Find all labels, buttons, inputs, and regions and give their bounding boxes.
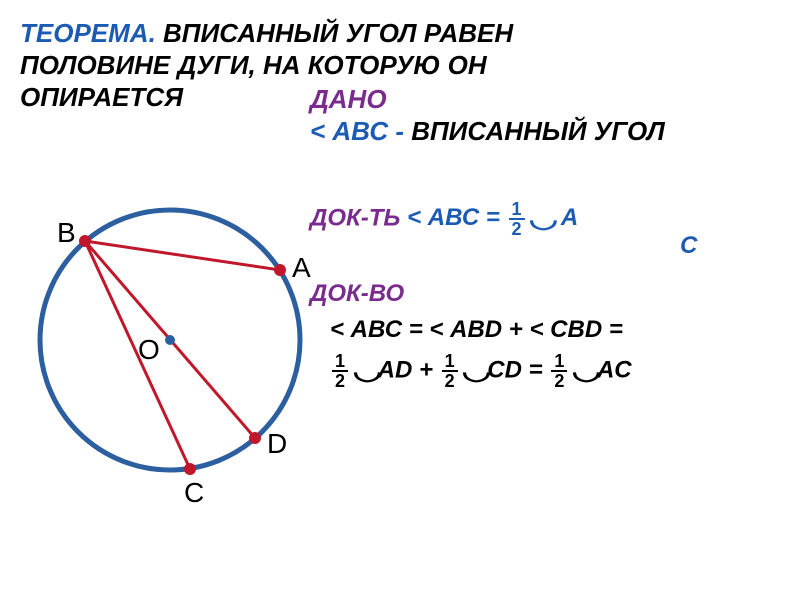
arc-icon: ◡ bbox=[529, 205, 558, 234]
theorem-title-line1: ТЕОРЕМА. ВПИСАННЫЙ УГОЛ РАВЕН bbox=[20, 18, 513, 49]
given-angle-suffix: ВПИСАННЫЙ УГОЛ bbox=[404, 116, 665, 146]
given-angle: < АВС - bbox=[310, 116, 404, 146]
point-label-A: A bbox=[292, 252, 311, 284]
theorem-word: ТЕОРЕМА. bbox=[20, 18, 156, 48]
proof-ad: AD + bbox=[378, 356, 440, 383]
arc-icon: ◡ bbox=[572, 357, 601, 386]
fraction-half-4: 1 2 bbox=[551, 352, 567, 390]
prove-line: ДОК-ТЬ < АВС = 1 2 ◡ А bbox=[310, 200, 578, 238]
point-label-B: B bbox=[57, 217, 76, 249]
proof-line2: 1 2 ◡AD + 1 2 ◡CD = 1 2 ◡AC bbox=[330, 352, 632, 390]
arc-icon: ◡ bbox=[352, 357, 381, 386]
proof-cd: CD = bbox=[487, 356, 549, 383]
theorem-title-line3: ОПИРАЕТСЯ bbox=[20, 82, 183, 113]
prove-arc-bottom: С bbox=[680, 232, 697, 260]
proof-ac: AC bbox=[597, 356, 632, 383]
prove-arc-top: А bbox=[561, 204, 578, 231]
point-label-C: C bbox=[184, 477, 204, 509]
prove-lhs: < АВС = bbox=[407, 204, 506, 231]
fraction-half-1: 1 2 bbox=[509, 200, 525, 238]
fraction-half-2: 1 2 bbox=[332, 352, 348, 390]
given-content: < АВС - ВПИСАННЫЙ УГОЛ bbox=[310, 116, 665, 147]
proof-line1: < АВС = < АВD + < СВD = bbox=[330, 316, 623, 344]
fraction-half-3: 1 2 bbox=[442, 352, 458, 390]
arc-icon: ◡ bbox=[462, 357, 491, 386]
point-label-O: O bbox=[138, 334, 160, 366]
given-label: ДАНО bbox=[310, 84, 387, 115]
point-label-D: D bbox=[267, 428, 287, 460]
theorem-title-line2: ПОЛОВИНЕ ДУГИ, НА КОТОРУЮ ОН bbox=[20, 50, 487, 81]
theorem-rest1: ВПИСАННЫЙ УГОЛ РАВЕН bbox=[156, 18, 513, 48]
